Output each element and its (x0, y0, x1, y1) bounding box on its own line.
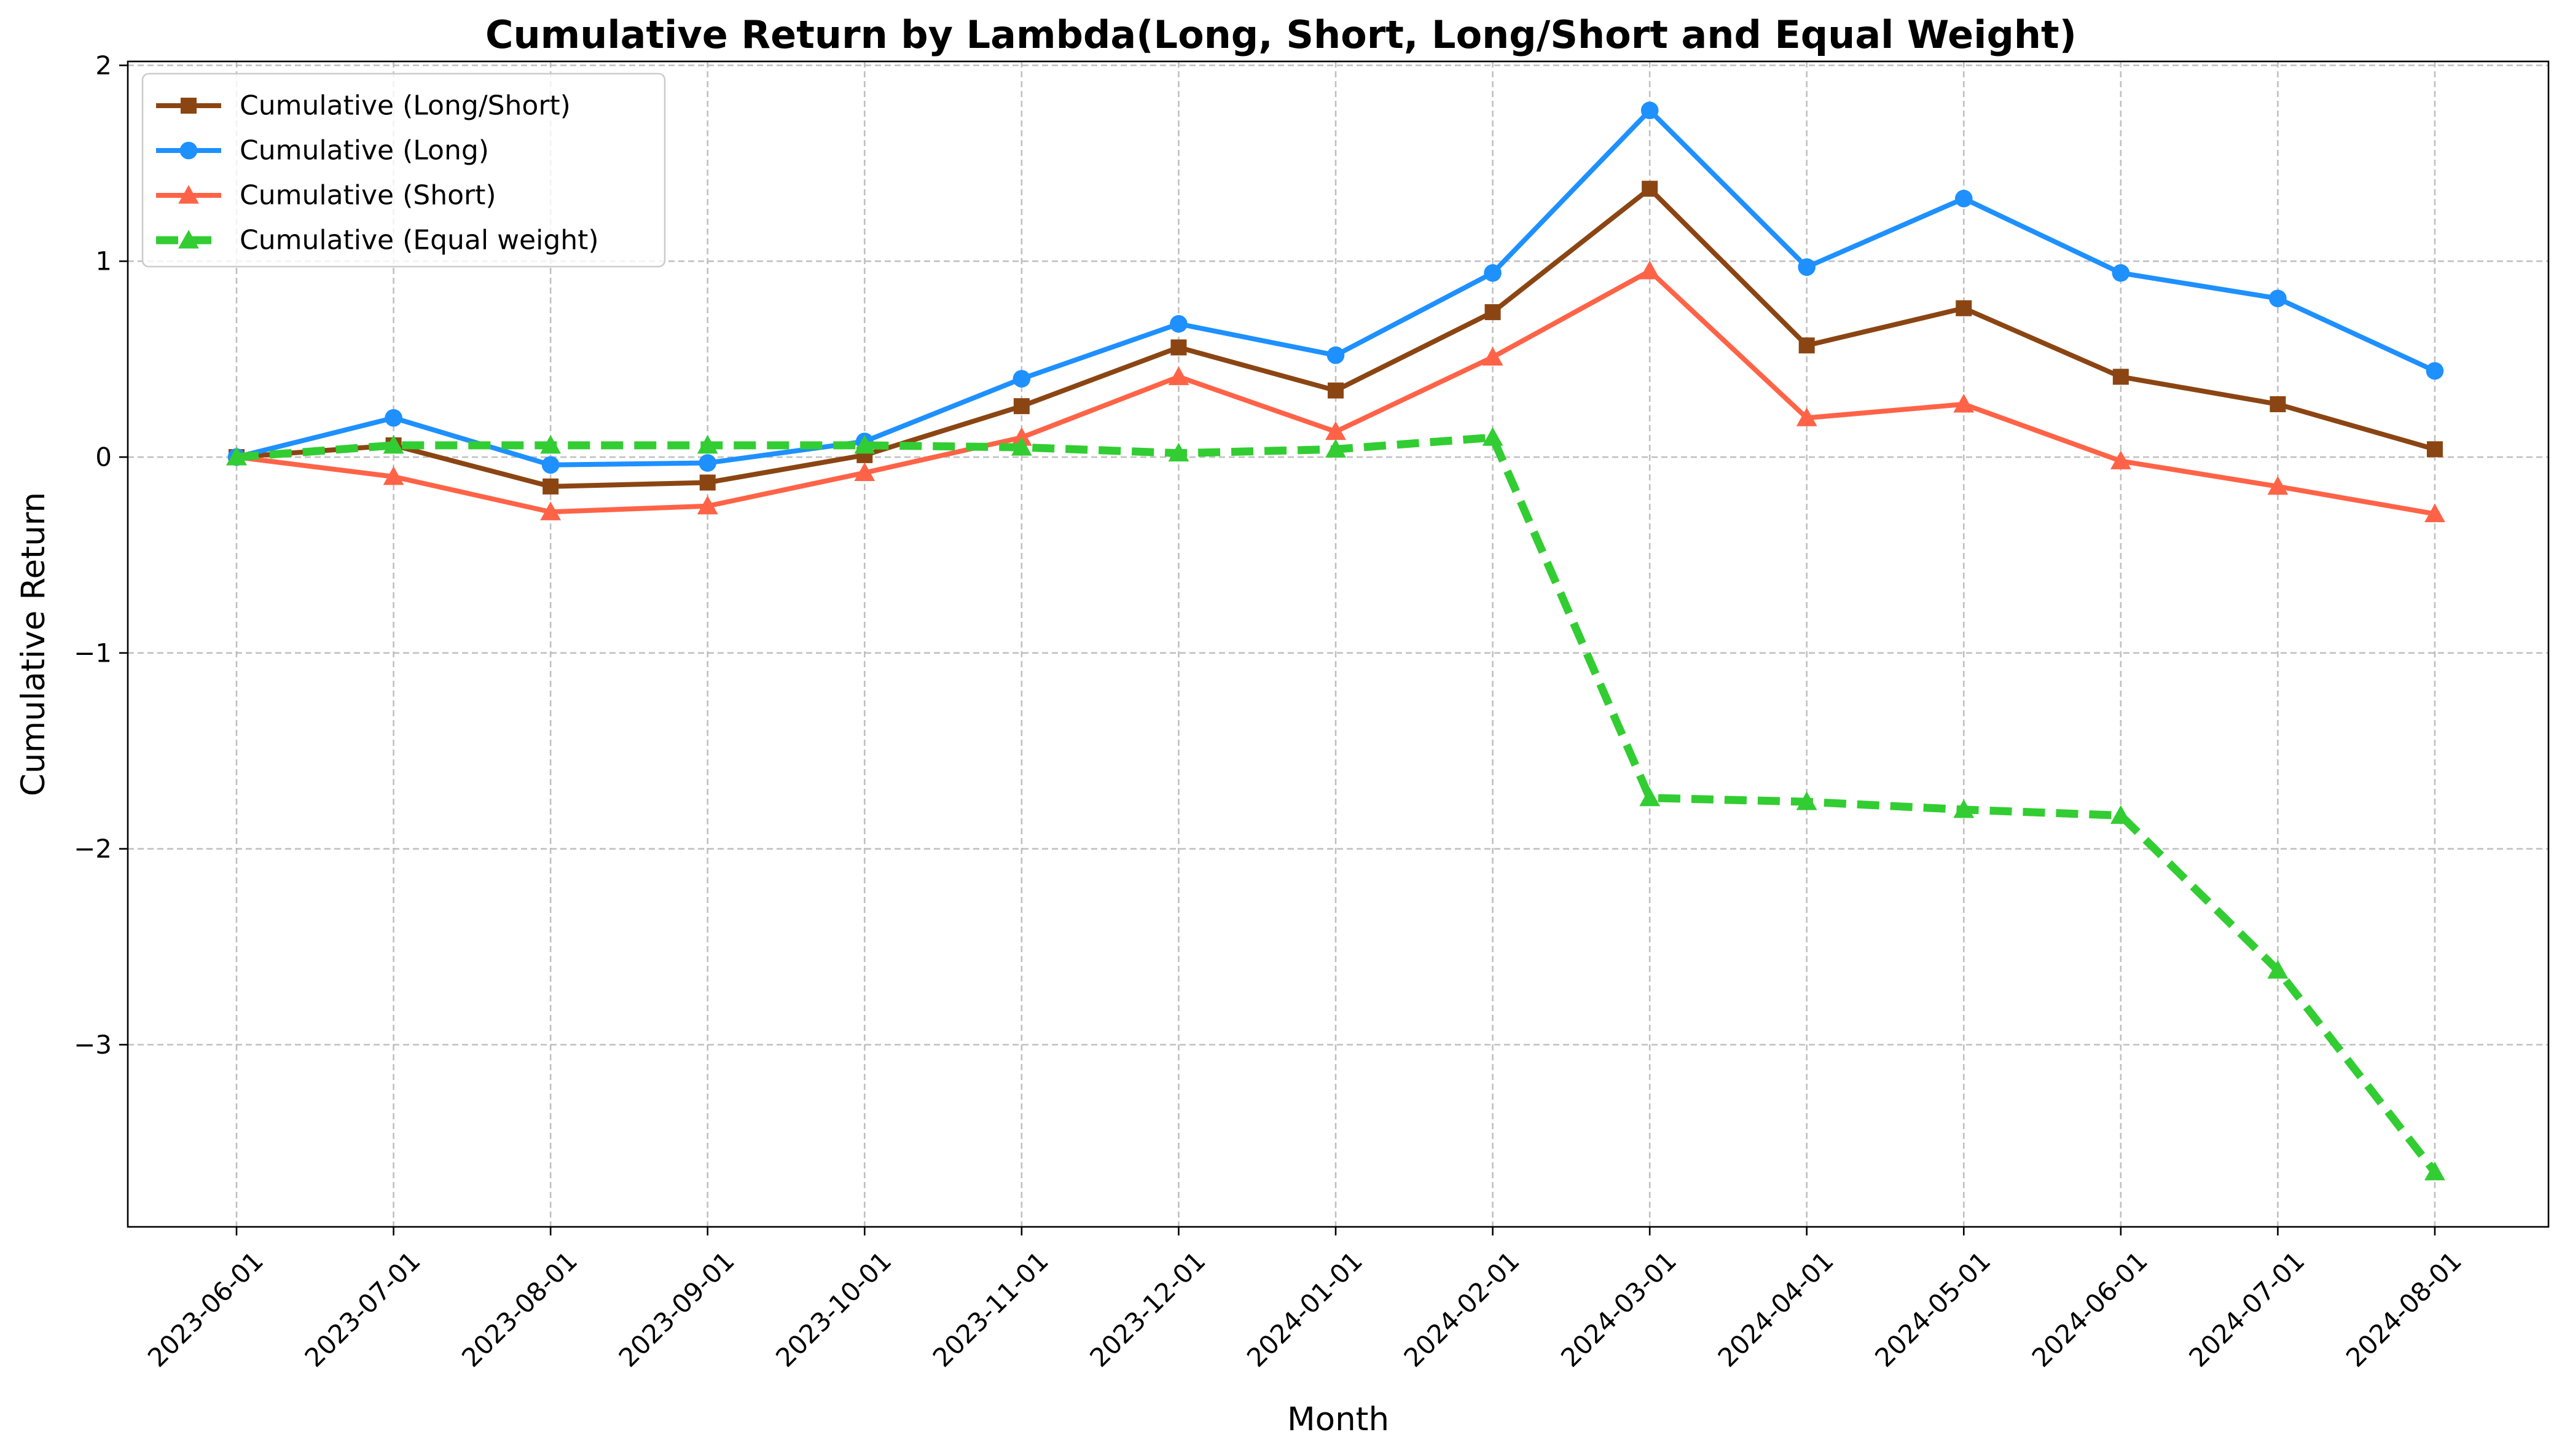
legend-item: Cumulative (Long) (156, 135, 489, 166)
legend-item: Cumulative (Long/Short) (156, 90, 571, 122)
data-point (1484, 304, 1501, 321)
x-tick-label: 2024-01-01 (1241, 1245, 1368, 1372)
y-tick-label: −1 (74, 638, 112, 668)
data-point (2269, 289, 2287, 308)
data-point (1798, 258, 1816, 276)
y-tick-label: −3 (74, 1030, 112, 1060)
legend-item: Cumulative (Short) (156, 180, 496, 211)
data-point (1325, 421, 1346, 440)
data-point (854, 462, 876, 482)
x-tick-label: 2024-03-01 (1555, 1245, 1682, 1372)
data-point (854, 434, 876, 454)
y-tick-label: 2 (95, 50, 112, 80)
data-point (541, 456, 560, 474)
data-point (1482, 346, 1503, 366)
data-point (1011, 437, 1032, 456)
legend-marker (178, 185, 199, 204)
data-point (1484, 264, 1502, 282)
data-point (2267, 476, 2289, 495)
series-layer (226, 101, 2445, 1181)
plot-frame (127, 60, 2550, 1228)
data-point (1642, 181, 1658, 197)
y-tick-label: 0 (95, 442, 112, 472)
legend-marker (179, 141, 198, 160)
data-point (1639, 260, 1661, 280)
data-point (2424, 1161, 2445, 1181)
legend-box (141, 72, 666, 268)
x-tick-label: 2023-09-01 (613, 1245, 740, 1372)
data-point (2426, 362, 2444, 380)
x-tick-label: 2023-08-01 (456, 1245, 583, 1372)
data-point (699, 454, 717, 472)
x-tick-label: 2023-10-01 (770, 1245, 897, 1372)
y-axis-label: Cumulative Return (15, 492, 52, 796)
data-point (1328, 382, 1344, 399)
data-point (2270, 396, 2286, 412)
data-point (1953, 394, 1975, 413)
data-point (1168, 366, 1189, 385)
legend-item: Cumulative (Equal weight) (156, 225, 599, 256)
data-point (1325, 439, 1346, 458)
data-point (1170, 315, 1188, 333)
data-point (1796, 407, 1817, 426)
data-point (1326, 346, 1345, 364)
legend-marker (181, 98, 197, 114)
data-point (2427, 441, 2443, 458)
data-point (1798, 337, 1815, 354)
legend-label: Cumulative (Short) (240, 180, 496, 211)
data-point (2424, 503, 2445, 523)
data-point (1013, 370, 1031, 388)
x-tick-label: 2024-06-01 (2026, 1245, 2153, 1372)
x-tick-label: 2023-11-01 (927, 1245, 1054, 1372)
data-point (699, 474, 716, 491)
x-tick-label: 2024-07-01 (2183, 1245, 2310, 1372)
series-cumulative-long (227, 101, 2444, 474)
legend-label: Cumulative (Long) (240, 135, 489, 166)
legend: Cumulative (Long/Short) Cumulative (Long)… (141, 72, 666, 268)
x-tick-label: 2023-12-01 (1084, 1245, 1211, 1372)
data-point (226, 447, 247, 466)
y-tick-label: −2 (74, 834, 112, 864)
data-point (2267, 960, 2289, 979)
data-point (383, 434, 404, 454)
x-tick-label: 2023-06-01 (142, 1245, 269, 1372)
data-point (1796, 791, 1817, 810)
data-point (1639, 787, 1661, 807)
data-point (2112, 264, 2130, 282)
x-tick-label: 2023-07-01 (299, 1245, 426, 1372)
data-point (385, 409, 402, 427)
data-point (697, 495, 718, 515)
legend-marker (178, 230, 199, 249)
data-point (543, 478, 559, 495)
data-point (1011, 427, 1032, 446)
data-point (540, 434, 562, 454)
data-point (2110, 450, 2131, 469)
data-point (1482, 427, 1503, 446)
x-axis-label: Month (1287, 1401, 1389, 1438)
data-point (1168, 442, 1189, 462)
data-point (2112, 369, 2129, 385)
data-point (1640, 101, 1659, 120)
data-point (383, 466, 404, 485)
legend-label: Cumulative (Equal weight) (240, 225, 599, 256)
x-tick-label: 2024-02-01 (1398, 1245, 1525, 1372)
x-tick-label: 2024-04-01 (1712, 1245, 1839, 1372)
legend-label: Cumulative (Long/Short) (240, 90, 571, 122)
y-tick-label: 1 (95, 246, 112, 276)
data-point (1954, 189, 1973, 208)
x-tick-label: 2024-08-01 (2340, 1245, 2467, 1372)
data-point (697, 434, 718, 454)
data-point (1170, 339, 1187, 356)
series-cumulative-equal-weight (226, 427, 2445, 1181)
data-point (1956, 300, 1972, 316)
data-point (2110, 805, 2131, 824)
data-point (540, 501, 562, 520)
x-tick-label: 2024-05-01 (1869, 1245, 1996, 1372)
data-point (1953, 799, 1975, 818)
chart-title: Cumulative Return by Lambda(Long, Short,… (485, 12, 2077, 57)
data-point (1013, 398, 1030, 415)
